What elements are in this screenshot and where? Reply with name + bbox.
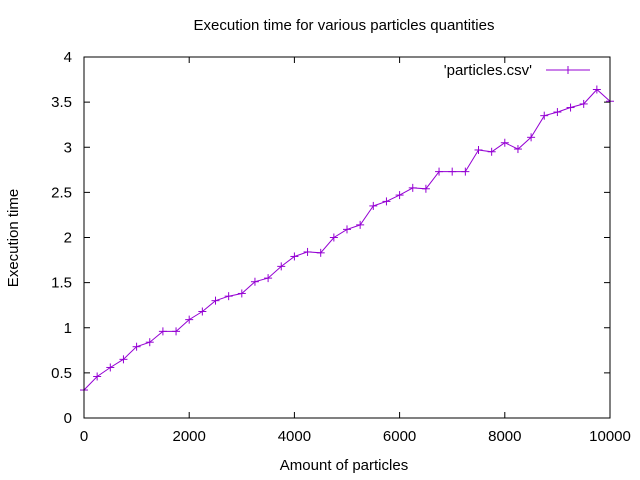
x-tick-label: 4000: [278, 428, 311, 445]
data-point: [356, 220, 365, 229]
y-tick-label: 1: [64, 320, 72, 337]
data-point: [474, 145, 483, 154]
data-point: [158, 327, 167, 336]
legend: 'particles.csv': [444, 62, 590, 79]
data-point: [553, 108, 562, 117]
data-point: [264, 274, 273, 283]
data-point: [119, 355, 128, 364]
data-point: [185, 315, 194, 324]
y-tick-label: 4: [64, 49, 72, 66]
y-tick-label: 0: [64, 410, 72, 427]
data-point: [369, 201, 378, 210]
chart-title: Execution time for various particles qua…: [194, 17, 495, 34]
data-point: [579, 99, 588, 108]
legend-marker: [564, 66, 572, 74]
data-point: [316, 248, 325, 257]
data-point: [566, 103, 575, 112]
data-point: [421, 184, 430, 193]
data-point: [211, 296, 220, 305]
data-point: [592, 85, 601, 94]
x-tick-label: 6000: [383, 428, 416, 445]
data-point: [198, 307, 207, 316]
data-point: [145, 338, 154, 347]
data-point: [329, 233, 338, 242]
y-tick-label: 2: [64, 230, 72, 247]
data-point: [540, 111, 549, 120]
data-point: [448, 167, 457, 176]
data-point: [343, 225, 351, 234]
data-point: [106, 363, 115, 372]
x-tick-label: 8000: [488, 428, 521, 445]
plot-frame: [83, 56, 611, 419]
data-point: [132, 342, 141, 351]
y-tick-label: 0.5: [51, 365, 72, 382]
y-tick-label: 1.5: [51, 275, 72, 292]
data-point: [500, 138, 509, 147]
data-point: [303, 247, 312, 256]
data-point: [461, 167, 470, 176]
data-point: [435, 167, 444, 176]
x-axis-label: Amount of particles: [280, 457, 408, 474]
data-point: [277, 262, 286, 271]
series-layer: [80, 85, 614, 395]
x-tick-label: 2000: [173, 428, 206, 445]
data-point: [224, 292, 233, 301]
y-tick-label: 3.5: [51, 94, 72, 111]
data-point: [237, 289, 246, 298]
y-axis-label: Execution time: [5, 189, 22, 287]
axis-ticks: 0 0.5 1 1.5 2 2.5 3 3.5 4 0 2000 4000 6000 8000 10000: [51, 49, 631, 445]
data-point: [408, 183, 417, 192]
data-point: [513, 145, 522, 154]
data-point: [172, 327, 181, 336]
y-tick-label: 2.5: [51, 184, 72, 201]
legend-label: 'particles.csv': [444, 62, 532, 79]
x-tick-label: 10000: [589, 428, 631, 445]
data-point: [382, 197, 391, 206]
data-point: [250, 277, 259, 286]
data-point: [487, 147, 496, 156]
data-point: [395, 191, 404, 200]
x-tick-label: 0: [80, 428, 88, 445]
data-point: [527, 133, 536, 142]
data-point: [93, 372, 102, 381]
y-tick-label: 3: [64, 139, 72, 156]
data-point: [290, 252, 299, 261]
